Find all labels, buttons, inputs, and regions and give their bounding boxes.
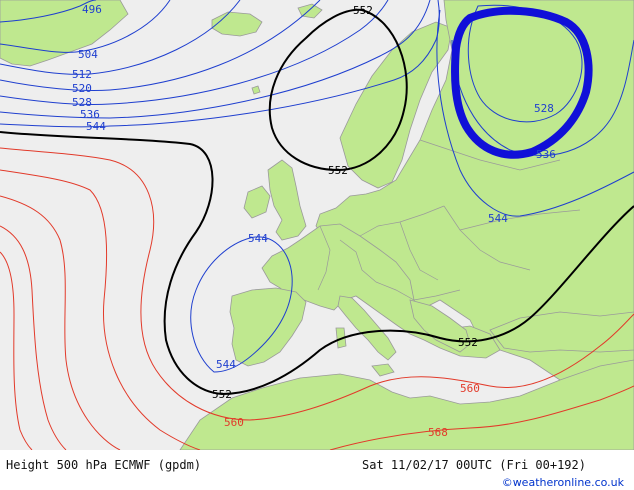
contour-labels: 496 504 512 520 528 536 544 552 552 528 … [72, 3, 556, 439]
contour-552-loop [268, 8, 408, 172]
contour-552 [0, 8, 634, 396]
label-496: 496 [82, 3, 102, 16]
contour-544-west [0, 0, 440, 128]
sicily [371, 363, 395, 377]
contour-568-east [329, 385, 634, 450]
border-7 [419, 139, 561, 171]
label-560-west: 560 [224, 416, 244, 429]
scandinavia [339, 21, 453, 189]
border-3 [375, 281, 461, 301]
label-544-iberia-north: 544 [248, 232, 268, 245]
label-568: 568 [428, 426, 448, 439]
label-544-iberia-south: 544 [216, 358, 236, 371]
border-5 [399, 221, 439, 281]
label-504: 504 [78, 48, 98, 61]
contour-576 [0, 195, 121, 450]
border-6 [443, 205, 531, 271]
high-height-contours [0, 147, 634, 450]
valid-time: Sat 11/02/17 00UTC (Fri 00+192) [362, 458, 586, 472]
ireland [243, 185, 271, 219]
low-height-contours [0, 0, 634, 373]
label-512: 512 [72, 68, 92, 81]
contour-584 [0, 225, 67, 450]
border-4 [317, 225, 331, 291]
contour-544-east [436, 9, 634, 217]
faroe-islands [251, 85, 261, 95]
contour-544-iberia [190, 236, 293, 373]
great-britain [267, 159, 307, 241]
contour-528-west [0, 0, 389, 106]
border-1 [339, 239, 377, 283]
contour-592 [0, 251, 33, 450]
contour-536-west [0, 0, 431, 119]
border-8 [459, 209, 581, 231]
iberian-peninsula [229, 287, 307, 367]
map-footer: Height 500 hPa ECMWF (gpdm) Sat 11/02/17… [0, 450, 634, 490]
label-528-east: 528 [534, 102, 554, 115]
country-borders [317, 139, 581, 301]
label-552-southwest: 552 [212, 388, 232, 401]
contour-520 [0, 0, 321, 92]
balkans [409, 299, 471, 353]
label-552-southeast: 552 [458, 336, 478, 349]
low-pressure-highlight-ring [451, 6, 593, 159]
north-africa [179, 359, 634, 450]
italy [337, 295, 397, 361]
geopotential-height-map: 496 504 512 520 528 536 544 552 552 528 … [0, 0, 634, 450]
label-536-west: 536 [80, 108, 100, 121]
contour-504 [0, 0, 171, 53]
contour-568 [0, 169, 201, 450]
label-552-mid: 552 [328, 164, 348, 177]
map-title: Height 500 hPa ECMWF (gpdm) [6, 458, 202, 472]
contour-552-ridge [0, 131, 634, 396]
contour-496 [0, 0, 97, 23]
label-552-top: 552 [353, 4, 373, 17]
label-544-west: 544 [86, 120, 106, 133]
label-528-west: 528 [72, 96, 92, 109]
contour-536-east [451, 39, 634, 156]
contour-560-west [0, 147, 634, 421]
credit-link[interactable]: ©weatheronline.co.uk [501, 476, 624, 489]
label-560-east: 560 [460, 382, 480, 395]
label-536-east: 536 [536, 148, 556, 161]
contour-512 [0, 0, 241, 75]
label-520: 520 [72, 82, 92, 95]
label-544-east: 544 [488, 212, 508, 225]
